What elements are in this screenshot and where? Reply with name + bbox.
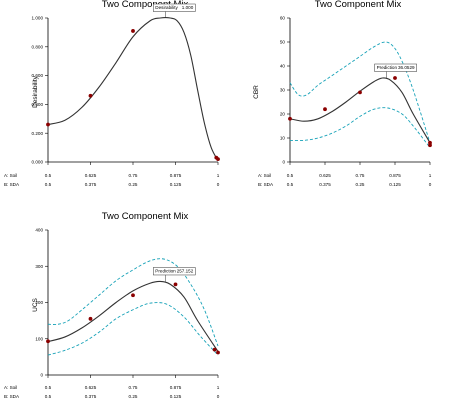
y-tick-label: 20 bbox=[280, 112, 286, 117]
callout-label: Prediction bbox=[377, 65, 398, 70]
x-tick-label-b: 0.5 bbox=[45, 394, 52, 399]
design-point bbox=[173, 282, 178, 287]
x-tick-label-b: 0 bbox=[217, 394, 220, 399]
y-tick-label: 100 bbox=[35, 336, 43, 341]
y-tick-label: 30 bbox=[280, 88, 286, 93]
x-tick-label-b: 0.125 bbox=[170, 394, 182, 399]
y-axis-label: UCS bbox=[32, 297, 39, 311]
callout-label: Desirability bbox=[155, 5, 178, 10]
x-tick-label-a: 1 bbox=[217, 385, 220, 390]
x-tick-label-a: 1 bbox=[217, 173, 220, 178]
plot-area: 0 100 200 300 400 0.5 0.5 0.625 0.375 0.75 0.25 0.8… bbox=[35, 228, 220, 399]
x-axis-label-b: B: SDA bbox=[258, 182, 274, 187]
x-tick-label-b: 0.25 bbox=[129, 394, 138, 399]
chart-cbr: Two Component Mix CBR 01020304050600.50.… bbox=[253, 0, 432, 187]
y-tick-label: 0.600 bbox=[32, 73, 44, 78]
x-tick-label-b: 0.375 bbox=[85, 394, 97, 399]
y-tick-label: 200 bbox=[35, 300, 43, 305]
y-tick-label: 0 bbox=[40, 373, 43, 378]
y-tick-label: 400 bbox=[35, 228, 43, 233]
callout-box bbox=[153, 267, 196, 276]
y-tick-label: 300 bbox=[35, 264, 43, 269]
chart-title: Two Component Mix bbox=[102, 211, 189, 222]
x-tick-label-a: 0.5 bbox=[45, 173, 52, 178]
design-point bbox=[216, 350, 220, 355]
y-tick-label: 0.000 bbox=[32, 160, 44, 165]
y-tick-label: 0.800 bbox=[32, 44, 44, 49]
x-tick-label-a: 0.875 bbox=[389, 173, 401, 178]
x-tick-label-b: 0.25 bbox=[129, 182, 138, 187]
x-tick-label-a: 0.5 bbox=[287, 173, 294, 178]
design-point bbox=[214, 155, 219, 160]
confidence-band-lower bbox=[289, 107, 431, 148]
fitted-curve bbox=[289, 77, 431, 144]
x-tick-label-b: 0.125 bbox=[389, 182, 401, 187]
y-tick-label: 40 bbox=[280, 64, 286, 69]
design-point bbox=[358, 90, 362, 95]
y-tick-label: 0 bbox=[282, 160, 285, 165]
callout-value: 257.152 bbox=[177, 269, 194, 274]
x-tick-label-a: 0.75 bbox=[129, 173, 138, 178]
confidence-band-upper bbox=[47, 258, 219, 347]
design-point bbox=[131, 29, 135, 33]
y-axis-label: CBR bbox=[253, 85, 260, 99]
chart-title: Two Component Mix bbox=[315, 0, 402, 10]
x-tick-label-b: 0.125 bbox=[170, 182, 182, 187]
x-tick-label-a: 0.625 bbox=[85, 173, 97, 178]
callout-box bbox=[153, 3, 196, 12]
x-axis-label-a: A: Soil bbox=[258, 173, 271, 178]
callout-value: 1.000 bbox=[182, 5, 194, 10]
x-tick-label-b: 0.375 bbox=[319, 182, 331, 187]
x-tick-label-a: 0.5 bbox=[45, 385, 52, 390]
design-point bbox=[288, 116, 292, 121]
y-tick-label: 60 bbox=[280, 16, 286, 21]
y-tick-label: 50 bbox=[280, 40, 286, 45]
y-axis-label: Desirability bbox=[32, 75, 39, 108]
x-tick-label-b: 0.25 bbox=[356, 182, 365, 187]
x-axis-label-a: A: Soil bbox=[4, 173, 17, 178]
y-tick-label: 1.000 bbox=[32, 16, 44, 21]
design-point bbox=[393, 76, 397, 80]
y-tick-label: 10 bbox=[280, 136, 286, 141]
design-point bbox=[46, 122, 50, 127]
x-tick-label-a: 0.625 bbox=[319, 173, 331, 178]
design-point bbox=[88, 316, 93, 321]
x-tick-label-b: 0.375 bbox=[85, 182, 97, 187]
x-tick-label-a: 0.625 bbox=[85, 385, 97, 390]
plot-area: 0.000 0.200 0.400 0.600 0.800 1.000 0.5 0.5 0.62… bbox=[32, 3, 220, 187]
x-tick-label-a: 0.875 bbox=[170, 385, 182, 390]
design-point bbox=[131, 293, 135, 298]
confidence-band-lower bbox=[47, 302, 219, 356]
callout-value: 36.0529 bbox=[398, 65, 415, 70]
design-point bbox=[212, 347, 217, 352]
plot-area: 01020304050600.50.50.6250.3750.750.250.8… bbox=[280, 16, 432, 187]
x-tick-label-b: 0.5 bbox=[287, 182, 294, 187]
y-tick-label: 0.400 bbox=[32, 102, 44, 107]
x-axis-label-a: A: Soil bbox=[4, 385, 17, 390]
design-point bbox=[46, 339, 50, 344]
x-tick-label-b: 0 bbox=[217, 182, 220, 187]
confidence-band-upper bbox=[289, 41, 431, 143]
x-tick-label-a: 0.875 bbox=[170, 173, 182, 178]
design-point bbox=[323, 107, 327, 112]
callout-box bbox=[374, 63, 417, 72]
callout-label: Prediction bbox=[155, 269, 176, 274]
x-tick-label-a: 1 bbox=[429, 173, 432, 178]
x-tick-label-b: 0.5 bbox=[45, 182, 52, 187]
x-axis-label-b: B: SDA bbox=[4, 394, 20, 399]
x-axis-label-b: B: SDA bbox=[4, 182, 20, 187]
x-tick-label-a: 0.75 bbox=[129, 385, 138, 390]
design-point bbox=[428, 140, 432, 145]
x-tick-label-a: 0.75 bbox=[356, 173, 365, 178]
fitted-curve bbox=[47, 280, 219, 352]
design-point bbox=[88, 93, 93, 98]
chart-ucs: Two Component Mix UCS 0 100 200 300 400 0.5 0.… bbox=[4, 211, 220, 399]
chart-desirability: Two Component Mix Desirability 0.000 0.20… bbox=[4, 0, 220, 187]
fitted-curve bbox=[47, 17, 219, 161]
chart-title: Two Component Mix bbox=[102, 0, 189, 10]
y-tick-label: 0.200 bbox=[32, 131, 44, 136]
x-tick-label-b: 0 bbox=[429, 182, 432, 187]
